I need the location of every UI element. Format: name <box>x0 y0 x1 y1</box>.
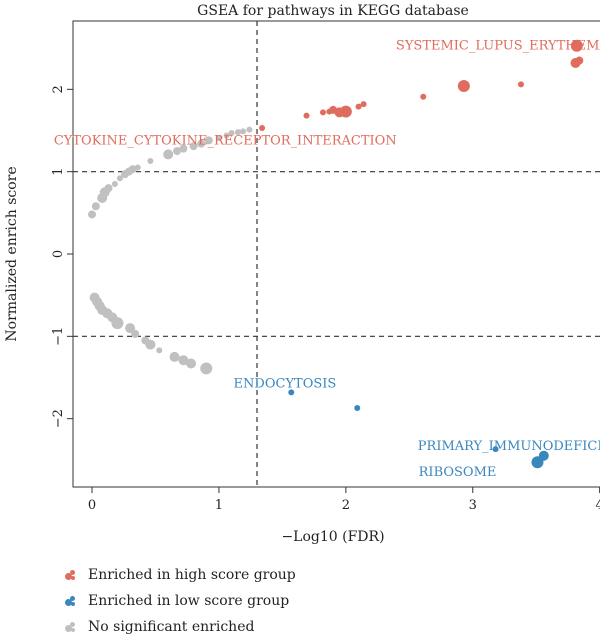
legend-swatch-ns <box>65 625 72 632</box>
point-high <box>457 80 470 93</box>
point-high <box>303 112 310 119</box>
plot-frame <box>72 20 600 488</box>
point-low <box>492 446 499 453</box>
point-ns <box>125 323 136 334</box>
point-ns <box>215 134 222 141</box>
legend-item-low: Enriched in low score group <box>64 588 296 614</box>
y-tick-label: −1 <box>51 327 66 346</box>
legend-label-high: Enriched in high score group <box>88 567 296 583</box>
annotation-label: ENDOCYTOSIS <box>234 376 337 391</box>
point-ns <box>145 339 156 350</box>
point-ns <box>189 142 198 151</box>
point-high <box>259 125 266 132</box>
point-high <box>420 93 427 100</box>
x-axis-label: −Log10 (FDR) <box>281 529 384 545</box>
point-ns <box>204 136 213 145</box>
point-ns <box>223 132 230 139</box>
annotations: SYSTEMIC_LUPUS_ERYTHEMATOSUS CYTOKINE_CYT… <box>54 39 600 480</box>
point-ns <box>186 358 197 369</box>
point-ns <box>179 144 188 153</box>
legend-dot-icon <box>64 594 78 608</box>
legend-item-ns: No significant enriched <box>64 614 296 640</box>
point-ns <box>169 351 180 362</box>
point-ns <box>147 157 154 164</box>
point-ns <box>234 129 241 136</box>
point-ns <box>173 147 182 156</box>
legend-label-low: Enriched in low score group <box>88 593 290 609</box>
point-ns <box>88 210 97 219</box>
point-high <box>517 81 524 88</box>
x-axis-ticks: 0 1 2 3 4 <box>88 487 600 513</box>
point-ns <box>111 317 124 330</box>
annotation-label: PRIMARY_IMMUNODEFICIENCY <box>418 439 600 454</box>
y-tick-label: 2 <box>51 85 66 93</box>
legend-swatch-low <box>65 599 72 606</box>
point-ns <box>246 126 253 133</box>
data-points <box>88 39 584 469</box>
legend-dot-icon <box>64 568 78 582</box>
point-ns <box>116 175 123 182</box>
point-ns <box>228 129 235 136</box>
point-ns <box>178 355 189 366</box>
legend-swatch-high-tiny <box>71 576 75 580</box>
threshold-lines <box>73 21 600 487</box>
legend-swatch-ns-tiny <box>71 628 75 632</box>
y-tick-label: −2 <box>51 409 66 428</box>
legend-item-high: Enriched in high score group <box>64 562 296 588</box>
point-ns <box>197 139 206 148</box>
x-tick-label: 4 <box>596 498 600 513</box>
x-tick-label: 2 <box>342 498 350 513</box>
point-high <box>570 39 583 52</box>
annotation-label: RIBOSOME <box>419 465 497 480</box>
legend-swatch-low-small <box>70 596 75 601</box>
x-tick-label: 3 <box>469 498 477 513</box>
point-ns <box>111 181 118 188</box>
point-ns <box>240 128 247 135</box>
point-high <box>360 101 367 108</box>
x-tick-label: 1 <box>215 498 223 513</box>
point-low <box>288 389 295 396</box>
point-low <box>354 404 361 411</box>
annotation-label: CYTOKINE_CYTOKINE_RECEPTOR_INTERACTION <box>54 133 397 148</box>
point-high <box>339 105 352 118</box>
legend-swatch-high-small <box>70 570 75 575</box>
scatter-chart: GSEA for pathways in KEGG database 0 1 2 3 4… <box>4 3 600 545</box>
point-ns <box>128 165 137 174</box>
legend-swatch-ns-small <box>70 622 75 627</box>
y-tick-label: 0 <box>51 250 66 258</box>
point-high <box>575 56 584 65</box>
point-ns <box>134 164 141 171</box>
point-low <box>538 450 549 461</box>
legend-swatch-high <box>65 573 72 580</box>
chart-title: GSEA for pathways in KEGG database <box>197 3 469 19</box>
y-tick-label: 1 <box>51 168 66 176</box>
x-tick-label: 0 <box>88 498 96 513</box>
legend-label-ns: No significant enriched <box>88 619 255 635</box>
point-ns <box>91 202 100 211</box>
legend-dot-icon <box>64 620 78 634</box>
legend-swatch-low-tiny <box>71 602 75 606</box>
point-ns <box>200 362 213 375</box>
y-axis-label: Normalized enrich score <box>4 166 20 341</box>
point-high <box>355 103 362 110</box>
point-high <box>320 109 327 116</box>
point-ns <box>131 329 140 338</box>
point-ns <box>163 149 174 160</box>
point-ns <box>156 347 163 354</box>
point-ns <box>104 184 113 193</box>
annotation-label: SYSTEMIC_LUPUS_ERYTHEMATOSUS <box>396 39 600 54</box>
legend: Enriched in high score group Enriched in… <box>64 562 296 640</box>
y-axis-ticks: −2 −1 0 1 2 <box>51 85 73 428</box>
